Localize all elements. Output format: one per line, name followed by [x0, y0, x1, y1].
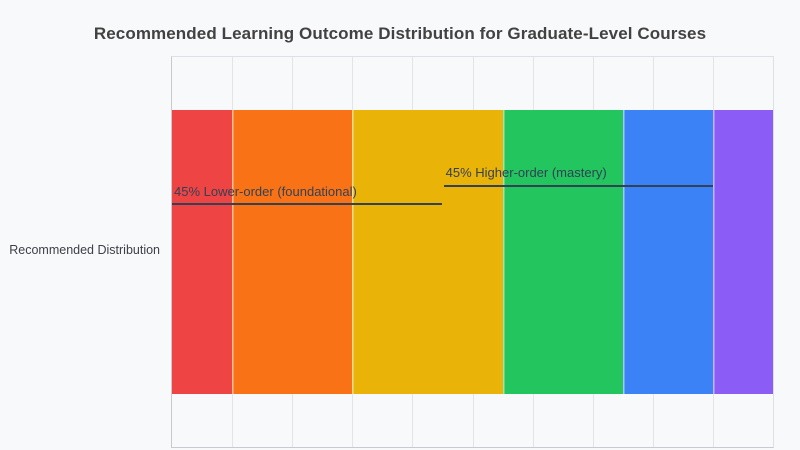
plot-area: 45% Lower-order (foundational) 45% Highe… [171, 56, 774, 448]
bar-segment-1 [172, 110, 233, 394]
bar-segment-3 [352, 110, 503, 394]
bar-segment-4 [502, 110, 623, 394]
annotation-higher-order-label: 45% Higher-order (mastery) [445, 165, 607, 180]
bar-segment-2 [232, 110, 353, 394]
bar-segment-6 [712, 110, 773, 394]
chart-title: Recommended Learning Outcome Distributio… [93, 24, 707, 43]
annotation-higher-order-line [443, 185, 713, 187]
bar-segment-5 [622, 110, 713, 394]
annotation-lower-order-line [172, 203, 443, 205]
y-axis-category-label: Recommended Distribution [9, 243, 160, 257]
annotation-lower-order-label: 45% Lower-order (foundational) [174, 184, 357, 199]
stacked-bar [172, 110, 773, 394]
